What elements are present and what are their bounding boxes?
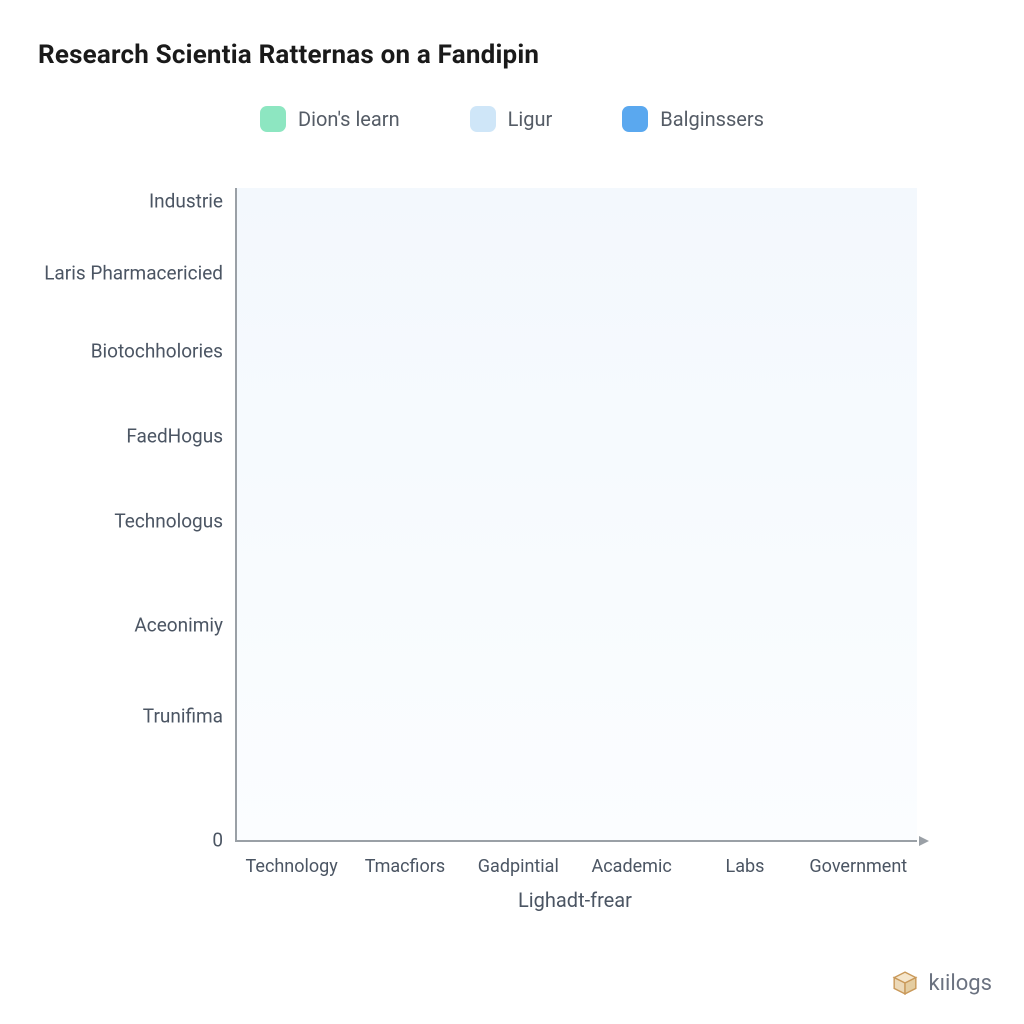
cube-icon (892, 970, 918, 996)
legend-swatch (470, 106, 496, 132)
legend-item: Dion's learn (260, 106, 400, 132)
x-tick-label: Tmacfiors (348, 848, 461, 877)
plot-area (235, 188, 917, 842)
legend-swatch (260, 106, 286, 132)
legend-swatch (622, 106, 648, 132)
bars-container (237, 188, 917, 840)
watermark-text: kıilogs (928, 971, 992, 996)
x-tick-label: Labs (688, 848, 801, 877)
y-tick-label: Trunifima (143, 705, 223, 728)
x-tick-label: Government (802, 848, 915, 877)
x-axis-arrow-icon (919, 836, 929, 846)
watermark: kıilogs (892, 970, 992, 996)
x-tick-label: Gadpintial (462, 848, 575, 877)
x-axis-labels: TechnologyTmacfiorsGadpintialAcademicLab… (235, 848, 915, 877)
y-tick-label: FaedHogus (126, 424, 223, 447)
y-tick-label: 0 (212, 829, 223, 852)
legend-label: Dion's learn (298, 107, 400, 131)
y-tick-label: Industrie (149, 190, 223, 213)
legend-label: Ligur (508, 107, 553, 131)
legend-label: Balginssers (660, 107, 764, 131)
legend-item: Balginssers (622, 106, 764, 132)
y-tick-label: Aceonimiy (134, 613, 223, 636)
chart-title: Research Scientia Ratternas on a Fandipi… (38, 40, 539, 70)
y-tick-label: Technologus (114, 509, 223, 532)
x-axis-title: Lighadt-frear (235, 888, 915, 912)
y-tick-label: Biotochholories (91, 340, 223, 363)
legend-item: Ligur (470, 106, 553, 132)
x-tick-label: Academic (575, 848, 688, 877)
y-tick-label: Laris Pharmacericied (44, 261, 223, 284)
y-axis-labels: Industrie Laris Pharmacericied Biotochholo… (0, 188, 223, 840)
legend: Dion's learn Ligur Balginssers (0, 106, 1024, 132)
x-tick-label: Technology (235, 848, 348, 877)
